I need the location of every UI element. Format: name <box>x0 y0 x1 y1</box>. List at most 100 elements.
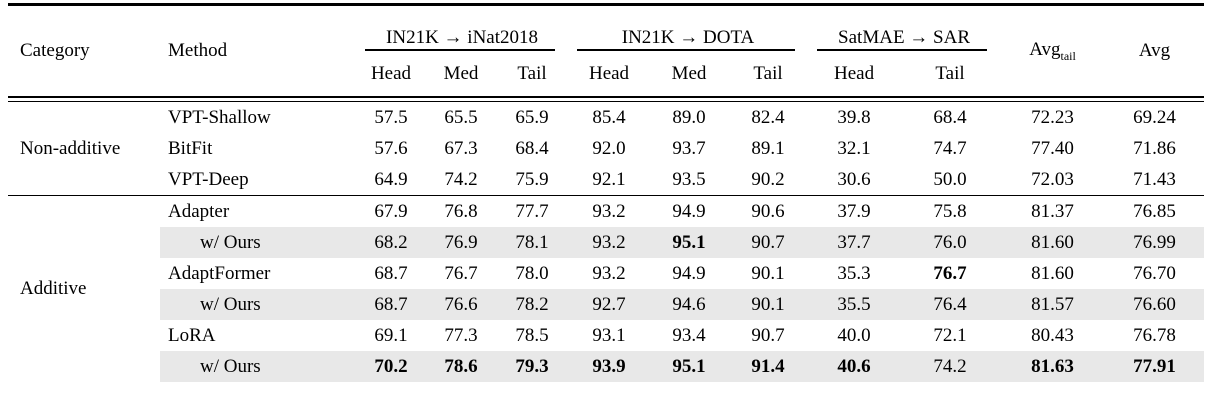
value-cell: 39.8 <box>837 106 871 128</box>
table-row: Non-additive VPT-Shallow 57.5 65.5 65.9 85.4 8… <box>8 101 1204 195</box>
value-cell: 75.8 <box>900 194 1001 227</box>
value-cell: 89.0 <box>672 106 706 128</box>
value-cell: 68.4 <box>933 106 967 128</box>
col-group-satmae-sar: SatMAE → SAR <box>808 5 1000 51</box>
value-cell: 75.9 <box>515 168 549 190</box>
value-cell: 40.6 <box>808 350 901 382</box>
value-cell: 50.0 <box>933 168 967 190</box>
value-cell: 90.1 <box>751 262 785 284</box>
value-cell: 93.7 <box>672 137 706 159</box>
value-cell: 85.4 <box>592 106 626 128</box>
table-row: w/ Ours 68.7 76.6 78.2 92.7 94.6 90.1 35.5 76.4 8… <box>8 288 1205 320</box>
value-cell: 76.9 <box>426 226 496 258</box>
value-cell: 93.2 <box>568 194 651 227</box>
value-cell: 79.3 <box>496 350 569 382</box>
method-cell: BitFit <box>168 137 213 159</box>
method-cell: LoRA <box>168 324 216 346</box>
value-cell: 76.6 <box>426 288 496 320</box>
value-cell: 93.2 <box>568 226 651 258</box>
subcol-dota-med: Med <box>671 62 707 84</box>
value-cell: 81.57 <box>1000 288 1106 320</box>
value-cell: 65.9 <box>515 106 549 128</box>
value-cell: 90.1 <box>728 288 809 320</box>
table-row: w/ Ours 70.2 78.6 79.3 93.9 95.1 91.4 40.6 74.2 8… <box>8 350 1205 382</box>
value-cell: 74.2 <box>444 168 478 190</box>
value-cell: 68.7 <box>356 288 426 320</box>
value-cell: 81.37 <box>1000 194 1106 227</box>
method-cell: VPT-Deep <box>168 168 249 190</box>
value-cell: 76.60 <box>1105 288 1205 320</box>
category-cell: Non-additive <box>8 101 160 195</box>
value-cell: 90.6 <box>728 194 809 227</box>
value-cell: 93.1 <box>592 324 626 346</box>
value-cell: 69.1 <box>374 324 408 346</box>
value-cell: 77.91 <box>1105 350 1205 382</box>
value-cell: 77.7 <box>496 194 569 227</box>
table-body: Non-additive VPT-Shallow 57.5 65.5 65.9 85.4 8… <box>8 95 1205 382</box>
value-cell: 37.9 <box>808 194 901 227</box>
subcol-dota-head: Head <box>588 62 630 84</box>
value-cell: 90.7 <box>751 324 785 346</box>
value-cell: 35.3 <box>837 262 871 284</box>
value-cell: 94.9 <box>672 262 706 284</box>
value-cell: 78.6 <box>426 350 496 382</box>
header-row-subcols: Head Med Tail Head Med Tail Head Tail <box>8 51 1204 97</box>
value-cell: 76.0 <box>900 226 1001 258</box>
value-cell: 76.4 <box>900 288 1001 320</box>
value-cell: 92.7 <box>568 288 651 320</box>
col-group-in21k-dota: IN21K → DOTA <box>568 5 808 51</box>
col-header-avg-tail: Avgtail <box>1000 5 1105 97</box>
value-cell: 78.1 <box>496 226 569 258</box>
value-cell: 76.70 <box>1133 262 1176 284</box>
category-cell: Additive <box>8 194 160 382</box>
value-cell: 94.6 <box>650 288 729 320</box>
subcol-inat-med: Med <box>443 62 479 84</box>
value-cell: 64.9 <box>374 168 408 190</box>
value-cell: 74.7 <box>933 137 967 159</box>
value-cell: 81.63 <box>1000 350 1106 382</box>
table-header: Category Method IN21K → iNat2018 IN21K →… <box>8 5 1204 97</box>
value-cell: 78.2 <box>496 288 569 320</box>
value-cell: 71.86 <box>1133 137 1176 159</box>
value-cell: 93.2 <box>592 262 626 284</box>
value-cell: 93.4 <box>672 324 706 346</box>
value-cell: 57.6 <box>374 137 408 159</box>
value-cell: 77.3 <box>444 324 478 346</box>
value-cell: 81.60 <box>1000 226 1106 258</box>
value-cell: 82.4 <box>751 106 785 128</box>
table-row: Additive Adapter 67.9 76.8 77.7 93.2 94.9 90.6 3… <box>8 194 1205 382</box>
avg-tail-base: Avg <box>1029 38 1061 60</box>
col-header-avg: Avg <box>1138 40 1171 62</box>
value-cell: 72.03 <box>1031 168 1074 190</box>
avg-tail-subscript: tail <box>1060 48 1076 63</box>
value-cell: 93.9 <box>568 350 651 382</box>
value-cell: 89.1 <box>751 137 785 159</box>
value-cell: 35.5 <box>808 288 901 320</box>
table-row: LoRA 69.1 77.3 78.5 93.1 93.4 90.7 40.0 72.1 80.4… <box>8 320 1204 351</box>
col-group-in21k-inat2018: IN21K → iNat2018 <box>356 5 568 51</box>
value-cell: 67.9 <box>356 194 426 227</box>
value-cell: 70.2 <box>356 350 426 382</box>
value-cell: 40.0 <box>837 324 871 346</box>
value-cell: 68.4 <box>515 137 549 159</box>
value-cell: 72.23 <box>1031 106 1074 128</box>
method-cell: VPT-Shallow <box>168 106 271 128</box>
subcol-sar-tail: Tail <box>935 62 965 84</box>
value-cell: 90.2 <box>751 168 785 190</box>
value-cell: 32.1 <box>837 137 871 159</box>
value-cell: 77.40 <box>1031 137 1074 159</box>
value-cell: 93.5 <box>672 168 706 190</box>
value-cell: 69.24 <box>1133 106 1176 128</box>
value-cell: 68.7 <box>374 262 408 284</box>
value-cell: 95.1 <box>650 226 729 258</box>
col-header-method: Method <box>168 40 228 62</box>
value-cell: 65.5 <box>444 106 478 128</box>
value-cell: 78.5 <box>515 324 549 346</box>
table-row: BitFit 57.6 67.3 68.4 92.0 93.7 89.1 32.1 74.7 77… <box>8 133 1204 164</box>
value-cell: 76.78 <box>1133 324 1176 346</box>
method-cell: AdaptFormer <box>168 262 271 284</box>
value-cell: 90.7 <box>728 226 809 258</box>
value-cell: 78.0 <box>515 262 549 284</box>
value-cell: 57.5 <box>374 106 408 128</box>
